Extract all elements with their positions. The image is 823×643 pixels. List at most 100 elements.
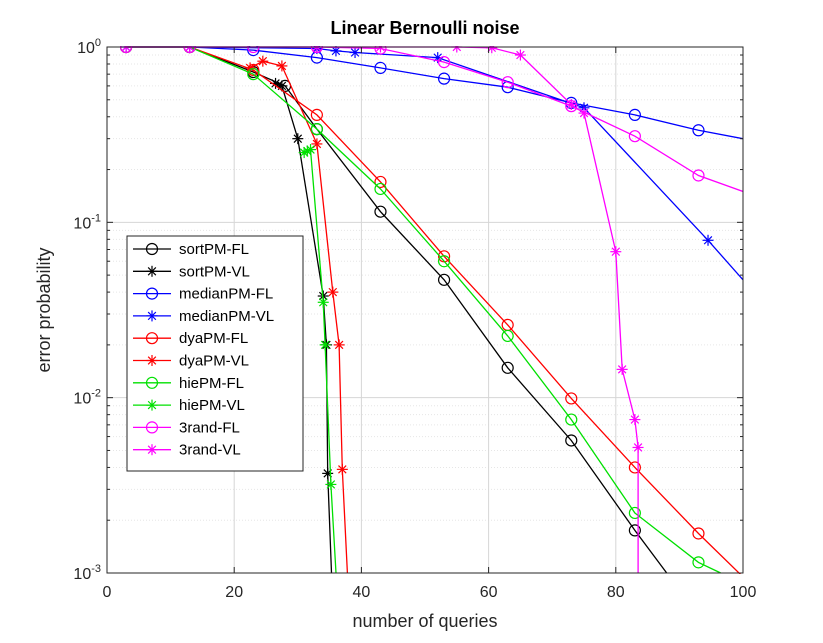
- data-point: [437, 56, 451, 69]
- chart-title: Linear Bernoulli noise: [330, 18, 519, 38]
- data-point: [310, 108, 323, 121]
- series-lines: [119, 46, 743, 574]
- data-point: [565, 98, 577, 110]
- data-point: [692, 124, 705, 137]
- data-point: [374, 46, 387, 55]
- data-point: [292, 133, 304, 145]
- legend-label: dyaPM-FL: [179, 330, 248, 347]
- data-point: [628, 506, 641, 520]
- data-point: [333, 339, 345, 351]
- data-point: [244, 62, 256, 74]
- legend-label: 3rand-VL: [179, 442, 241, 459]
- legend-label: sortPM-FL: [179, 241, 249, 258]
- data-point: [628, 524, 641, 537]
- legend-marker: [145, 376, 159, 389]
- legend-label: medianPM-FL: [179, 286, 273, 303]
- legend-entry: sortPM-VL: [133, 263, 250, 280]
- data-point: [629, 414, 641, 426]
- legend-marker: [146, 265, 158, 277]
- x-tick-label: 0: [103, 584, 112, 601]
- series-medianPM-FL: [119, 46, 743, 140]
- data-point: [336, 463, 348, 475]
- data-point: [437, 72, 451, 85]
- data-point: [632, 441, 644, 453]
- legend-entry: medianPM-FL: [133, 286, 273, 303]
- legend-entry: 3rand-FL: [133, 419, 240, 436]
- data-point: [628, 461, 641, 474]
- legend-marker: [146, 444, 158, 456]
- y-tick-label: 10-2: [73, 388, 101, 408]
- data-point: [325, 478, 337, 490]
- data-point: [565, 392, 578, 405]
- data-point: [327, 286, 339, 298]
- data-point: [437, 273, 451, 286]
- y-tick-label: 100: [77, 37, 101, 57]
- data-point: [317, 296, 329, 308]
- data-point: [578, 107, 590, 119]
- data-point: [514, 49, 526, 61]
- grid: [106, 46, 744, 574]
- legend-label: sortPM-VL: [179, 263, 250, 280]
- x-tick-label: 40: [353, 584, 371, 601]
- data-point: [628, 108, 641, 121]
- axis-ticks: 0 20 40 60 80 100 100 10-1 10-2 10-3: [73, 37, 756, 601]
- legend: sortPM-FL sortPM-VL medianPM-FL medianPM-VL…: [126, 235, 304, 472]
- series-line: [126, 46, 743, 140]
- legend-marker: [146, 310, 158, 322]
- data-point: [565, 434, 578, 447]
- legend-marker: [145, 332, 159, 345]
- legend-marker: [146, 399, 158, 411]
- series-line: [126, 46, 668, 574]
- legend-entry: dyaPM-FL: [133, 330, 248, 347]
- data-point: [692, 527, 705, 540]
- legend-marker: [145, 242, 159, 256]
- data-point: [310, 123, 323, 136]
- data-point: [565, 413, 578, 426]
- data-point: [501, 329, 514, 343]
- data-point: [628, 130, 641, 143]
- legend-label: dyaPM-VL: [179, 353, 249, 370]
- legend-box: [126, 235, 304, 472]
- data-point: [247, 68, 260, 81]
- data-point: [610, 246, 622, 258]
- x-tick-label: 20: [225, 584, 243, 601]
- data-point: [692, 169, 705, 182]
- series-line: [303, 148, 337, 574]
- legend-marker: [145, 287, 159, 300]
- x-tick-label: 80: [607, 584, 625, 601]
- legend-label: hiePM-FL: [179, 375, 244, 392]
- legend-entry: 3rand-VL: [133, 442, 241, 459]
- y-tick-label: 10-1: [73, 212, 101, 232]
- data-point: [486, 46, 498, 54]
- data-point: [374, 205, 387, 218]
- data-point: [374, 61, 387, 74]
- series-line: [249, 60, 349, 574]
- data-point: [692, 556, 705, 569]
- data-point: [349, 47, 361, 59]
- legend-label: 3rand-FL: [179, 419, 240, 436]
- legend-label: hiePM-VL: [179, 397, 245, 414]
- y-tick-label: 10-3: [73, 563, 101, 583]
- legend-marker: [146, 355, 158, 366]
- legend-marker: [145, 421, 159, 434]
- plot-area-frame: [106, 46, 744, 574]
- legend-entry: hiePM-FL: [133, 375, 244, 392]
- data-point: [276, 60, 288, 72]
- data-point: [374, 175, 387, 189]
- data-point: [702, 234, 714, 246]
- data-point: [330, 46, 342, 57]
- data-point: [247, 46, 260, 57]
- data-point: [305, 144, 317, 156]
- data-point: [322, 467, 334, 479]
- legend-entry: hiePM-VL: [133, 397, 245, 414]
- data-point: [319, 339, 331, 351]
- x-tick-label: 100: [730, 584, 757, 601]
- data-point: [374, 182, 387, 196]
- series-hiePM-VL: [298, 144, 337, 574]
- legend-entry: medianPM-VL: [133, 308, 274, 325]
- x-axis-label: number of queries: [352, 611, 497, 631]
- y-axis-label: error probability: [34, 247, 54, 372]
- x-tick-label: 60: [480, 584, 498, 601]
- series-line: [126, 46, 721, 574]
